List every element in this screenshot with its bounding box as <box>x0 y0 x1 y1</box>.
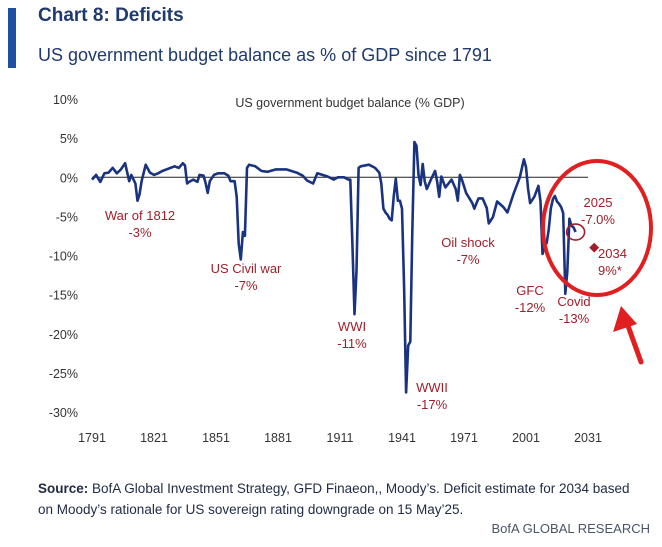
annotation-label: War of 1812 -3% <box>105 208 175 240</box>
annotation-label: 2034 9%* <box>598 246 627 278</box>
annotation-label: Covid -13% <box>557 294 590 326</box>
x-tick-label: 1881 <box>264 431 292 445</box>
y-tick-label: -30% <box>49 406 78 420</box>
annotation-label: Oil shock -7% <box>441 235 495 267</box>
annotation-line: -3% <box>128 225 152 240</box>
annotation-line: War of 1812 <box>105 208 175 223</box>
x-tick-label: 1791 <box>78 431 106 445</box>
annotation-line: -11% <box>337 336 367 351</box>
marker-2025 <box>565 223 586 241</box>
annotation-line: Oil shock <box>441 235 495 250</box>
annotation-line: 9%* <box>598 263 622 278</box>
annotation-line: -17% <box>417 397 448 412</box>
accent-bar <box>8 8 16 68</box>
chart-subtitle: US government budget balance as % of GDP… <box>38 45 492 65</box>
y-tick-label: -5% <box>56 210 78 224</box>
brand-logo-text: BofA GLOBAL RESEARCH <box>491 521 650 536</box>
y-tick-label: 5% <box>60 132 78 146</box>
x-tick-label: 1821 <box>140 431 168 445</box>
x-tick-label: 1851 <box>202 431 230 445</box>
source-note: Source: BofA Global Investment Strategy,… <box>38 478 648 520</box>
x-tick-label: 1941 <box>388 431 416 445</box>
annotation-line: -13% <box>559 311 590 326</box>
source-text: BofA Global Investment Strategy, GFD Fin… <box>38 481 630 517</box>
y-axis: 10% 5% 0% -5% -10% -15% -20% -25% -30% <box>49 93 78 420</box>
annotation-line: WWII <box>416 380 448 395</box>
y-tick-label: 0% <box>60 171 78 185</box>
y-tick-label: 10% <box>53 93 78 107</box>
plot-title: US government budget balance (% GDP) <box>235 96 464 110</box>
budget-balance-chart: US government budget balance (% GDP) 10%… <box>49 93 653 445</box>
event-annotations: War of 1812 -3% US Civil war -7% WWI -11% WWII… <box>105 195 627 412</box>
annotation-label: WWII -17% <box>416 380 448 412</box>
y-tick-label: -25% <box>49 367 78 381</box>
arrow-head <box>613 306 637 332</box>
arrow-shaft <box>624 320 644 365</box>
annotation-line: -12% <box>515 300 546 315</box>
annotation-label: US Civil war -7% <box>211 261 282 293</box>
chart-title: Chart 8: Deficits <box>38 5 184 26</box>
annotation-line: GFC <box>516 283 543 298</box>
x-axis: 1791 1821 1851 1881 1911 1941 1971 2001 2031 <box>78 431 602 445</box>
highlight-markers <box>541 159 653 365</box>
annotation-line: Covid <box>557 294 590 309</box>
annotation-line: 2034 <box>598 246 627 261</box>
x-tick-label: 1911 <box>327 431 354 445</box>
budget-balance-line <box>91 140 577 394</box>
y-tick-label: -20% <box>49 328 78 342</box>
y-tick-label: -10% <box>49 250 78 264</box>
annotation-line: US Civil war <box>211 261 282 276</box>
annotation-line: WWI <box>338 319 366 334</box>
annotation-line: -7.0% <box>581 212 615 227</box>
annotation-label: WWI -11% <box>337 319 367 351</box>
annotation-line: -7% <box>456 252 480 267</box>
x-tick-label: 2031 <box>574 431 602 445</box>
highlight-circle <box>541 159 653 297</box>
annotation-label: 2025 -7.0% <box>581 195 615 227</box>
annotation-label: GFC -12% <box>515 283 546 315</box>
x-tick-label: 2001 <box>512 431 540 445</box>
projection-2034-marker <box>589 242 600 253</box>
y-tick-label: -15% <box>49 289 78 303</box>
x-tick-label: 1971 <box>450 431 478 445</box>
annotation-line: 2025 <box>584 195 613 210</box>
source-label: Source: <box>38 481 89 496</box>
annotation-line: -7% <box>234 278 258 293</box>
